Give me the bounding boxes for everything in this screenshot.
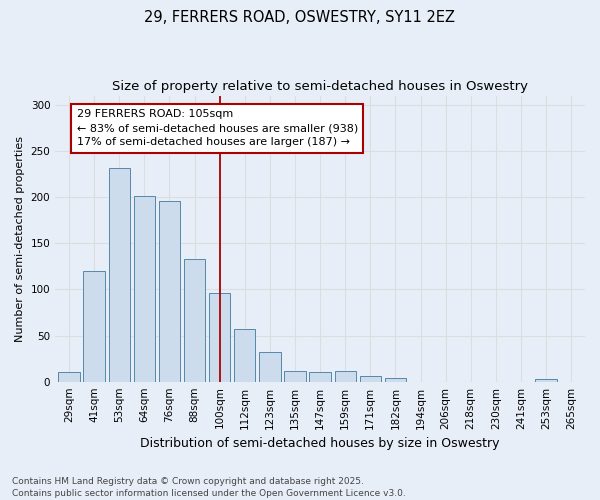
Bar (109, 168, 130, 382)
Bar (335, 370, 356, 382)
Text: 29, FERRERS ROAD, OSWESTRY, SY11 2EZ: 29, FERRERS ROAD, OSWESTRY, SY11 2EZ (145, 10, 455, 25)
Text: 29 FERRERS ROAD: 105sqm
← 83% of semi-detached houses are smaller (938)
17% of s: 29 FERRERS ROAD: 105sqm ← 83% of semi-de… (77, 110, 358, 148)
Bar (58, 372, 80, 382)
Bar (83, 271, 105, 382)
Bar (209, 293, 230, 382)
Bar (259, 352, 281, 382)
Text: Contains HM Land Registry data © Crown copyright and database right 2025.
Contai: Contains HM Land Registry data © Crown c… (12, 476, 406, 498)
Bar (535, 379, 557, 382)
Bar (234, 329, 256, 382)
Bar (159, 201, 180, 382)
Bar (385, 378, 406, 382)
Bar (184, 259, 205, 382)
Y-axis label: Number of semi-detached properties: Number of semi-detached properties (15, 136, 25, 342)
Bar (284, 370, 305, 382)
Title: Size of property relative to semi-detached houses in Oswestry: Size of property relative to semi-detach… (112, 80, 528, 93)
Bar (134, 196, 155, 382)
X-axis label: Distribution of semi-detached houses by size in Oswestry: Distribution of semi-detached houses by … (140, 437, 500, 450)
Bar (310, 372, 331, 382)
Bar (359, 376, 381, 382)
